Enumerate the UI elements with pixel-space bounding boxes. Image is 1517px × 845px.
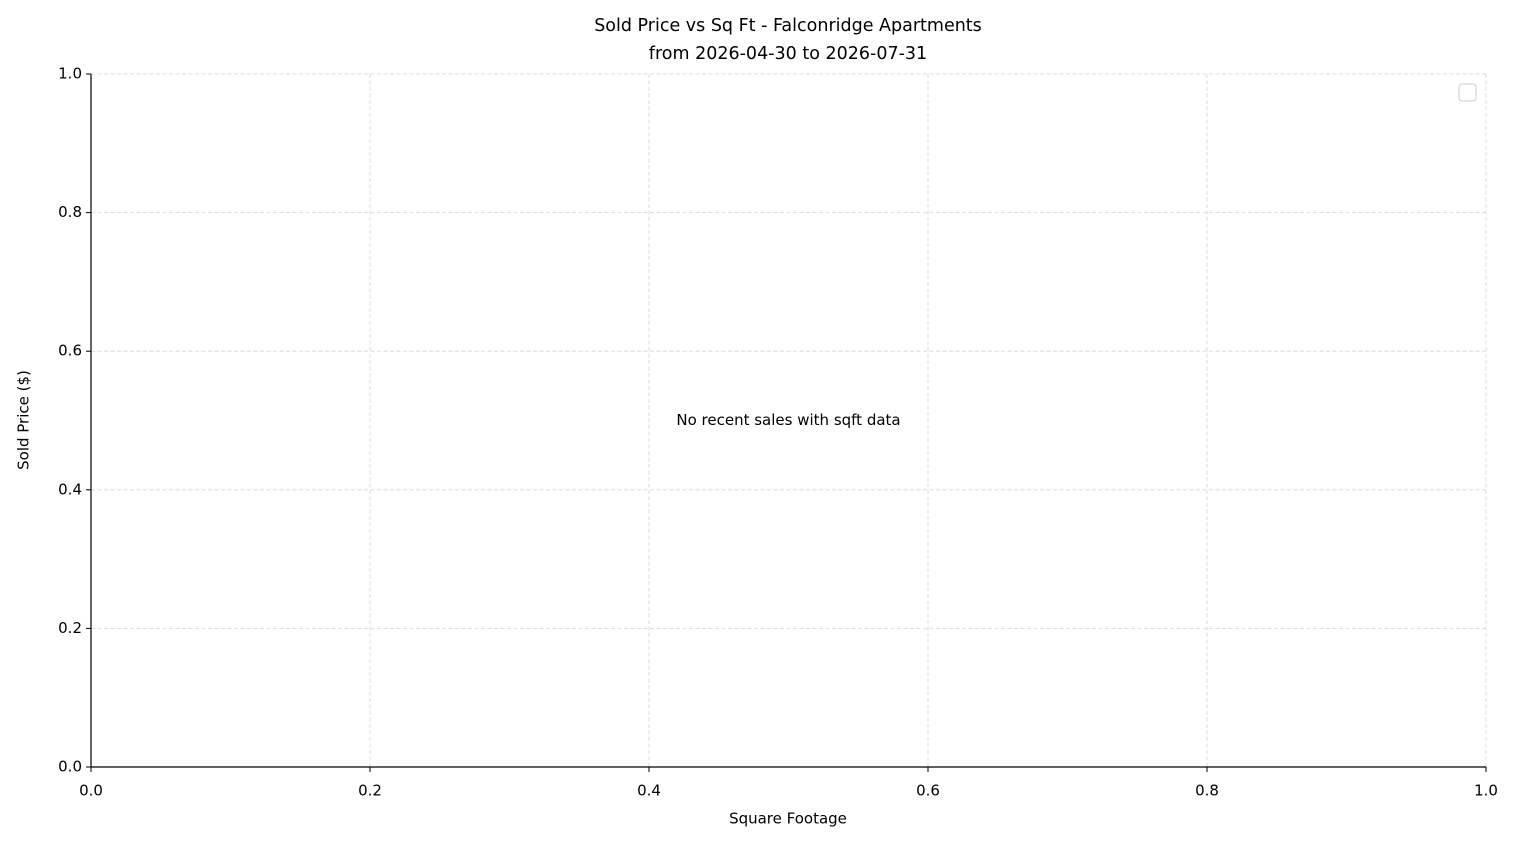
- legend: [1458, 83, 1477, 102]
- y-tick-label: 0.0: [58, 758, 82, 776]
- annotation: No recent sales with sqft data: [676, 411, 900, 429]
- y-tick-label: 0.6: [58, 342, 82, 360]
- chart-subtitle: from 2026-04-30 to 2026-07-31: [649, 44, 927, 64]
- x-tick-label: 0.4: [637, 782, 661, 800]
- y-tick-label: 0.8: [58, 203, 82, 221]
- y-axis-label: Sold Price ($): [15, 370, 33, 470]
- y-tick-label: 0.4: [58, 480, 82, 498]
- x-tick-label: 0.2: [358, 782, 382, 800]
- y-tick-label: 0.2: [58, 619, 82, 637]
- x-tick-label: 0.8: [1195, 782, 1219, 800]
- y-tick-label: 1.0: [58, 65, 82, 83]
- x-tick-label: 0.0: [79, 782, 103, 800]
- x-tick-label: 1.0: [1474, 782, 1498, 800]
- x-axis-label: Square Footage: [729, 810, 847, 828]
- chart-title: Sold Price vs Sq Ft - Falconridge Apartm…: [594, 16, 982, 36]
- x-tick-label: 0.6: [916, 782, 940, 800]
